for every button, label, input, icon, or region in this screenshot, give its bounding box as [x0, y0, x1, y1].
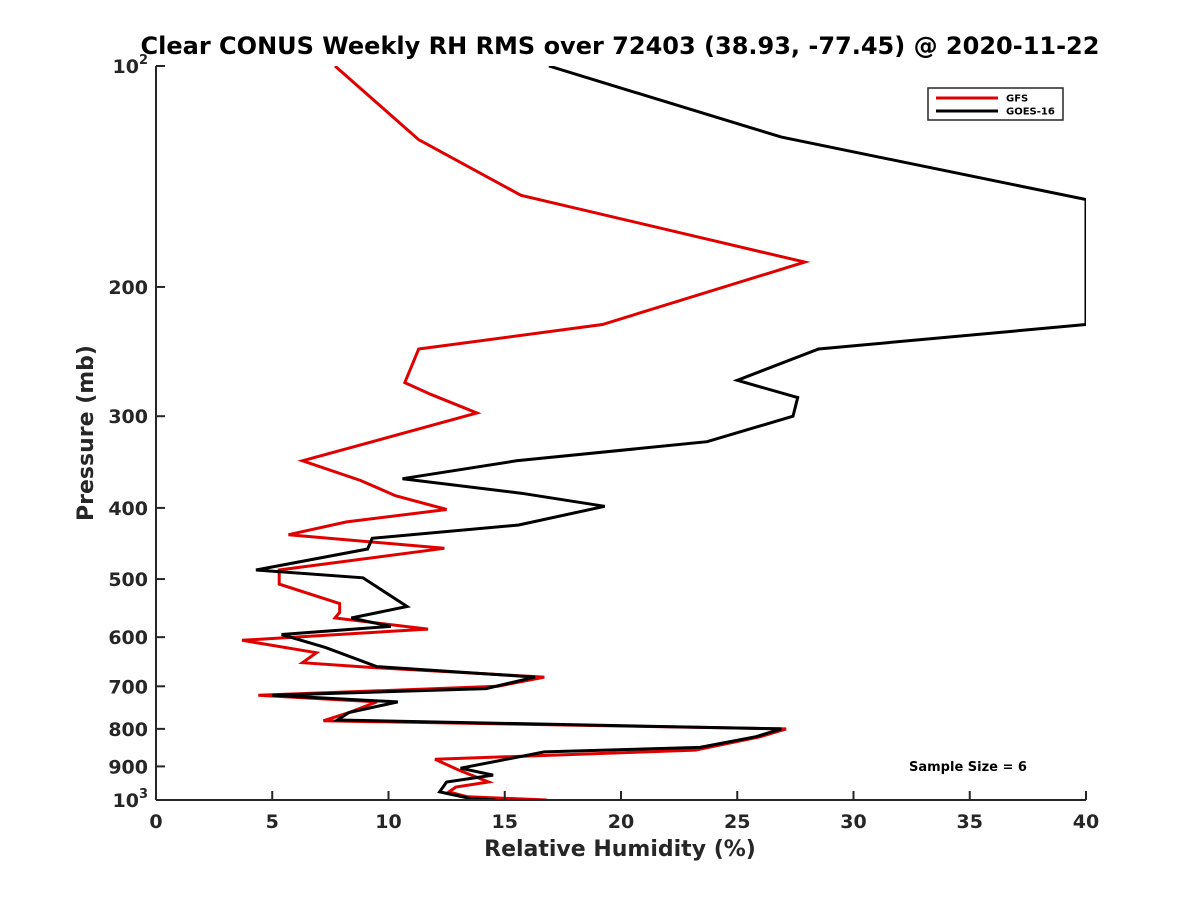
x-axis-label: Relative Humidity (%): [484, 837, 756, 862]
sample-size-annotation: Sample Size = 6: [909, 760, 1027, 775]
x-tick-label: 30: [840, 811, 866, 833]
x-tick-label: 35: [957, 811, 983, 833]
x-tick-label: 25: [724, 811, 750, 833]
chart-title: Clear CONUS Weekly RH RMS over 72403 (38…: [141, 32, 1100, 60]
x-tick-label: 0: [149, 811, 162, 833]
y-tick-label: 800: [108, 719, 148, 741]
x-tick-label: 5: [266, 811, 279, 833]
ticks-layer: 0 5 10 15 20 25 30 35 40 102 200 300 400 500 600 700 800…: [108, 53, 1099, 833]
y-tick-label: 900: [108, 756, 148, 778]
legend-box: [927, 87, 1064, 121]
y-axis-label: Pressure (mb): [74, 345, 99, 521]
y-tick-label: 600: [108, 627, 148, 649]
legend-label-gfs: GFS: [1006, 94, 1028, 105]
y-tick-label: 200: [108, 277, 148, 299]
series-line-goes-16: [255, 66, 1086, 800]
x-tick-label: 40: [1073, 811, 1099, 833]
y-tick-label: 400: [108, 498, 148, 520]
y-tick-label: 102: [113, 53, 149, 78]
x-tick-label: 20: [608, 811, 634, 833]
x-tick-label: 15: [492, 811, 518, 833]
y-tick-label: 103: [113, 787, 149, 812]
legend: GFS GOES-16: [927, 87, 1064, 121]
y-tick-label: 500: [108, 569, 148, 591]
y-tick-label: 700: [108, 676, 148, 698]
x-tick-label: 10: [375, 811, 401, 833]
legend-label-goes-16: GOES-16: [1006, 107, 1055, 118]
y-tick-label: 300: [108, 406, 148, 428]
series-layer: [241, 66, 1086, 800]
